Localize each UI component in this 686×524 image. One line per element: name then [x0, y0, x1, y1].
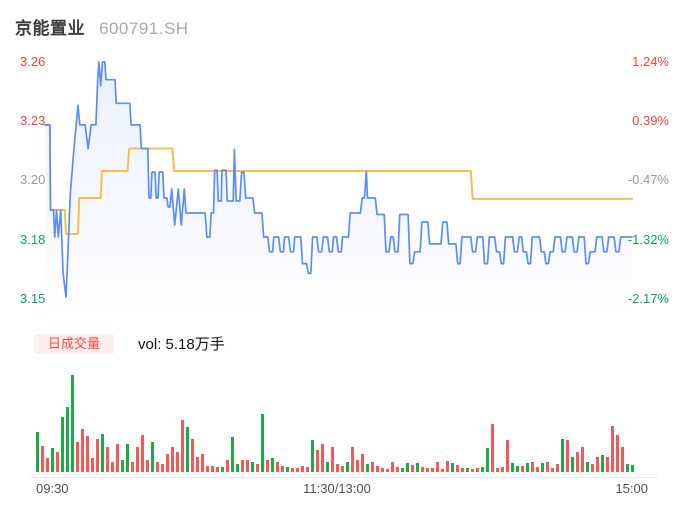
price-tick-3.23: 3.23: [20, 113, 46, 128]
pct-tick-high: 1.24%: [632, 54, 669, 69]
time-tick-open: 09:30: [36, 481, 69, 496]
price-line: [44, 61, 633, 298]
pct-tick-mid-down: -1.32%: [627, 232, 669, 247]
price-area-fill: [45, 62, 633, 312]
volume-legend-row: 日成交量 vol: 5.18万手: [34, 333, 225, 354]
price-tick-3.15: 3.15: [20, 291, 46, 306]
stock-code: 600791.SH: [99, 19, 189, 38]
stock-name: 京能置业: [15, 19, 85, 38]
pct-tick-flat: -0.47%: [627, 172, 669, 187]
titlebar: 京能置业 600791.SH: [15, 14, 189, 39]
volume-bars: [36, 375, 634, 472]
volume-legend-badge[interactable]: 日成交量: [34, 333, 115, 354]
price-tick-3.26: 3.26: [20, 54, 46, 69]
pct-tick-mid-up: 0.39%: [632, 113, 669, 128]
price-tick-3.20: 3.20: [20, 172, 46, 187]
price-tick-3.18: 3.18: [20, 232, 46, 247]
volume-value-text: vol: 5.18万手: [138, 336, 225, 353]
time-tick-close: 15:00: [615, 481, 648, 496]
pct-tick-low: -2.17%: [627, 291, 669, 306]
time-tick-noon: 11:30/13:00: [303, 481, 371, 496]
average-price-line: [44, 123, 633, 235]
